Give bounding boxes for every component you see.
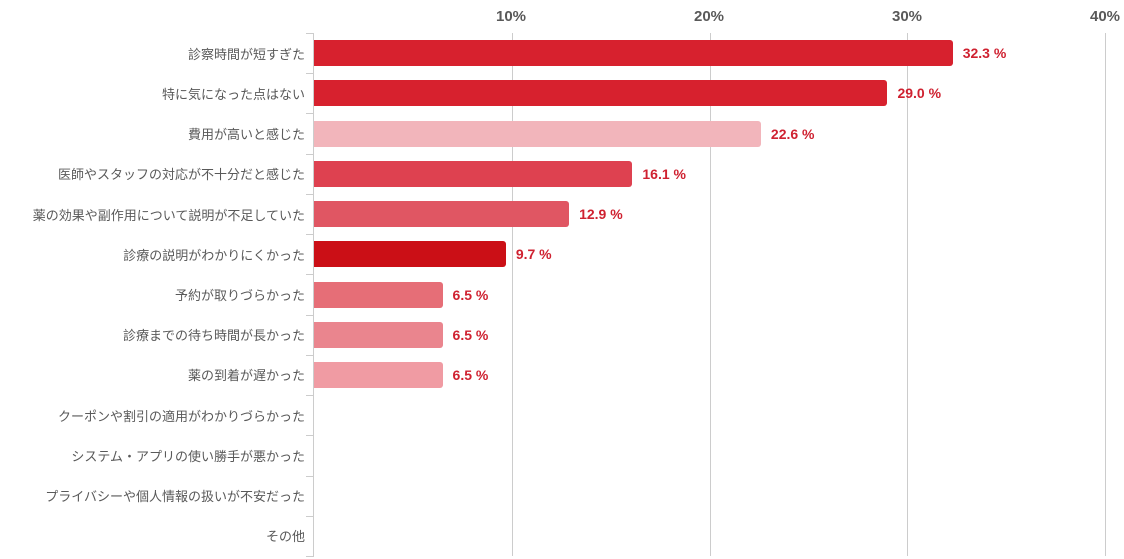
bar-area: 22.6 % <box>314 113 1105 153</box>
chart-row: 費用が高いと感じた 22.6 % <box>0 113 1105 153</box>
axis-tick <box>306 354 314 356</box>
chart-rows: 診察時間が短すぎた 32.3 % 特に気になった点はない 29.0 % 費用が高… <box>0 33 1105 556</box>
bar-area <box>314 435 1105 475</box>
category-label: プライバシーや個人情報の扱いが不安だった <box>45 489 305 505</box>
category-label: 診療までの待ち時間が長かった <box>122 328 305 344</box>
bar-area: 9.7 % <box>314 234 1105 274</box>
bar-area: 32.3 % <box>314 33 1105 73</box>
bar <box>314 160 633 187</box>
chart-row: その他 <box>0 516 1105 556</box>
category-label: 費用が高いと感じた <box>187 127 305 143</box>
bar <box>314 80 888 107</box>
bar-area: 29.0 % <box>314 73 1105 113</box>
chart-row: クーポンや割引の適用がわかりづらかった <box>0 395 1105 435</box>
axis-tick <box>306 193 314 195</box>
bar-area <box>314 516 1105 556</box>
chart-row: 診察時間が短すぎた 32.3 % <box>0 33 1105 73</box>
gridline <box>907 33 909 556</box>
bar <box>314 120 761 147</box>
bar <box>314 281 443 308</box>
bar-area: 6.5 % <box>314 315 1105 355</box>
chart-row: 薬の到着が遅かった 6.5 % <box>0 355 1105 395</box>
bar-area <box>314 395 1105 435</box>
axis-tick <box>306 153 314 155</box>
chart-row: プライバシーや個人情報の扱いが不安だった <box>0 476 1105 516</box>
x-axis: 10% 20% 30% 40% <box>313 8 1120 30</box>
category-label: 診察時間が短すぎた <box>187 46 305 62</box>
category-label: 診療の説明がわかりにくかった <box>123 247 305 263</box>
category-label: クーポンや割引の適用がわかりづらかった <box>57 408 305 424</box>
value-label: 22.6 % <box>770 125 815 142</box>
category-label: 医師やスタッフの対応が不十分だと感じた <box>57 167 305 183</box>
gridline <box>1105 33 1106 556</box>
axis-tick <box>306 435 314 437</box>
bar <box>314 361 443 388</box>
bar-area: 6.5 % <box>314 274 1105 314</box>
category-label: 特に気になった点はない <box>161 86 305 102</box>
gridline <box>709 33 711 556</box>
bar <box>314 201 570 228</box>
axis-tick <box>306 314 314 316</box>
value-label: 29.0 % <box>897 85 942 102</box>
category-label: 薬の効果や副作用について説明が不足していた <box>32 207 305 223</box>
value-label: 12.9 % <box>579 206 623 223</box>
axis-tick <box>306 73 314 75</box>
bar <box>314 241 506 268</box>
value-label: 6.5 % <box>452 326 489 343</box>
chart-row: システム・アプリの使い勝手が悪かった <box>0 435 1105 475</box>
axis-tick <box>306 475 314 477</box>
bar <box>314 321 443 348</box>
axis-tick <box>306 113 314 115</box>
value-label: 16.1 % <box>642 165 686 182</box>
bar-area: 12.9 % <box>314 194 1105 234</box>
chart-row: 診療の説明がわかりにくかった 9.7 % <box>0 234 1105 274</box>
chart-row: 医師やスタッフの対応が不十分だと感じた 16.1 % <box>0 154 1105 194</box>
axis-tick <box>306 556 314 557</box>
gridline <box>511 33 513 556</box>
value-label: 6.5 % <box>452 366 489 383</box>
axis-tick <box>306 274 314 276</box>
value-label: 32.3 % <box>962 45 1007 62</box>
category-label: システム・アプリの使い勝手が悪かった <box>71 448 305 464</box>
category-label: その他 <box>265 529 305 545</box>
x-tick-label: 30% <box>891 8 923 25</box>
chart-row: 特に気になった点はない 29.0 % <box>0 73 1105 113</box>
x-tick-label: 20% <box>693 8 725 25</box>
x-tick-label: 40% <box>1089 8 1121 25</box>
axis-tick <box>306 395 314 397</box>
axis-tick <box>306 234 314 236</box>
chart-row: 薬の効果や副作用について説明が不足していた 12.9 % <box>0 194 1105 234</box>
value-label: 6.5 % <box>452 286 489 303</box>
bar-area <box>314 476 1105 516</box>
value-label: 9.7 % <box>515 246 552 263</box>
chart-row: 診療までの待ち時間が長かった 6.5 % <box>0 315 1105 355</box>
category-label: 薬の到着が遅かった <box>187 368 305 384</box>
bar-area: 6.5 % <box>314 355 1105 395</box>
category-label: 予約が取りづらかった <box>174 288 305 304</box>
axis-tick <box>306 33 314 34</box>
axis-tick <box>306 515 314 517</box>
x-tick-label: 10% <box>495 8 527 25</box>
bar <box>314 40 953 67</box>
chart-row: 予約が取りづらかった 6.5 % <box>0 274 1105 314</box>
bar-area: 16.1 % <box>314 154 1105 194</box>
plot-area <box>306 33 1106 557</box>
